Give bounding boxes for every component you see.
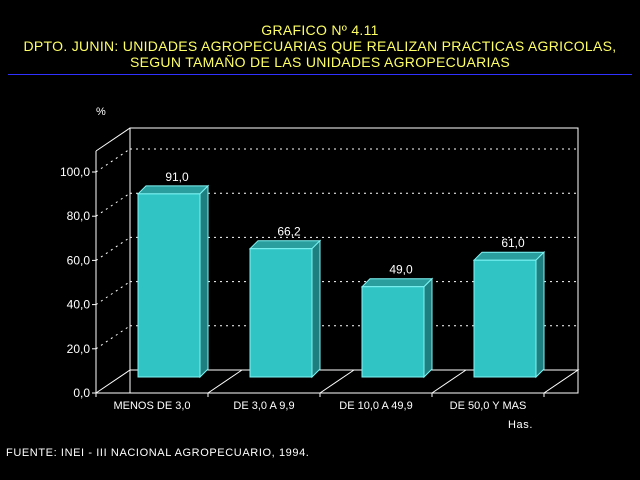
chart-floor — [94, 369, 580, 394]
bar-top — [248, 240, 322, 250]
y-tick-label: 40,0 — [67, 298, 91, 312]
floor-divider — [207, 369, 243, 394]
gridline-diagonal — [95, 236, 131, 261]
chart-title-line1: GRAFICO Nº 4.11 — [261, 22, 379, 38]
bar — [361, 286, 425, 378]
x-axis-unit-label: Has. — [508, 419, 534, 431]
source-note: FUENTE: INEI - III NACIONAL AGROPECUARIO… — [6, 447, 310, 459]
x-tick-label: MENOS DE 3,0 — [113, 400, 190, 412]
bar-value-label: 66,2 — [277, 225, 301, 239]
floor-divider — [319, 369, 355, 394]
chart-title-line3: SEGUN TAMAÑO DE LAS UNIDADES AGROPECUARI… — [129, 54, 511, 70]
bar-side — [423, 277, 433, 379]
bar — [137, 193, 201, 378]
bar — [473, 259, 537, 378]
y-tick-label: 80,0 — [67, 209, 91, 223]
bar-value-label: 91,0 — [165, 170, 189, 184]
y-axis-unit-label: % — [96, 106, 106, 118]
title-underline — [8, 74, 632, 75]
bar-top — [472, 251, 546, 261]
y-tick-label: 60,0 — [67, 253, 91, 267]
left-wall-top-edge — [95, 127, 131, 152]
gridline-diagonal — [95, 325, 131, 350]
y-tick-label: 0,0 — [73, 386, 90, 400]
x-tick-label: DE 10,0 A 49,9 — [339, 400, 412, 412]
bar-value-label: 49,0 — [389, 263, 413, 277]
gridline-diagonal — [95, 192, 131, 217]
floor-divider — [431, 369, 467, 394]
chart-title-line2: DPTO. JUNIN: UNIDADES AGROPECUARIAS QUE … — [23, 38, 617, 54]
y-tick-label: 100,0 — [60, 165, 90, 179]
gridline-diagonal — [95, 148, 131, 173]
gridline-diagonal — [95, 281, 131, 306]
bar-side — [199, 184, 209, 379]
x-tick-label: DE 50,0 Y MAS — [450, 400, 527, 412]
bar-side — [311, 239, 321, 379]
y-tick-label: 20,0 — [67, 342, 91, 356]
bar-top — [136, 185, 210, 195]
bar-side — [535, 250, 545, 379]
bar — [249, 248, 313, 378]
bar-top — [360, 278, 434, 288]
x-tick-label: DE 3,0 A 9,9 — [233, 400, 294, 412]
bar-value-label: 61,0 — [501, 236, 525, 250]
